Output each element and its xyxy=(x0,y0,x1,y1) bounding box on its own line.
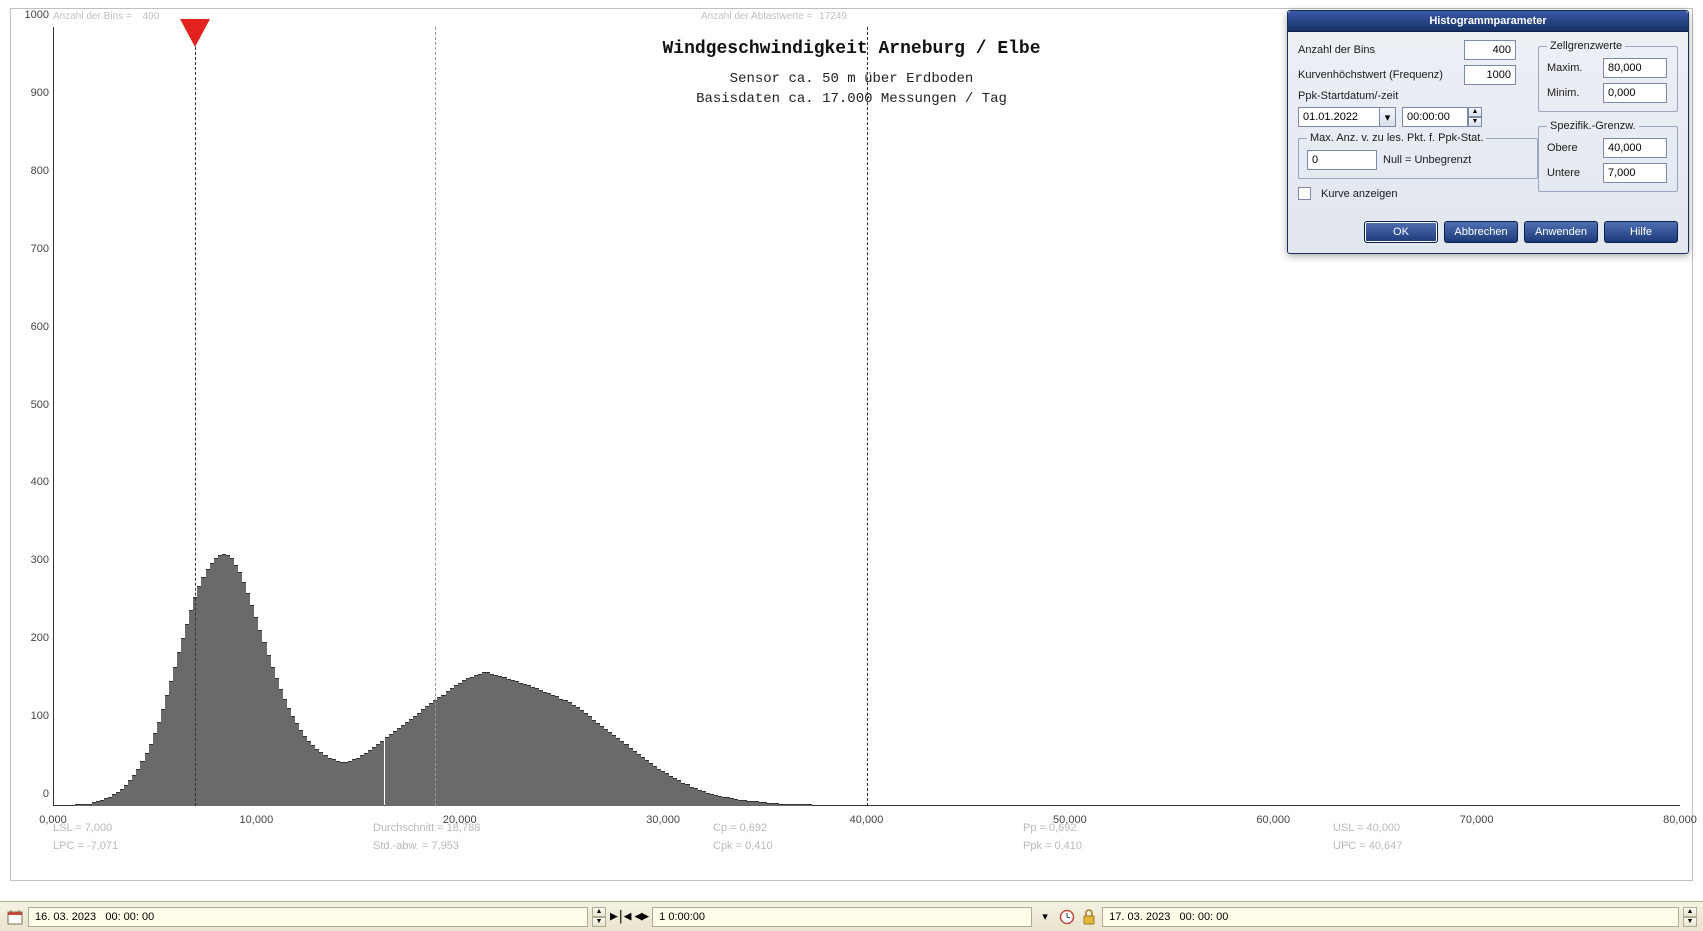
top-bins-label-text: Anzahl der Bins = xyxy=(53,11,132,22)
end-datetime-input[interactable] xyxy=(1102,907,1679,927)
lock-icon[interactable] xyxy=(1080,908,1098,926)
cell-max-label: Maxim. xyxy=(1547,62,1597,74)
y-tick: 900 xyxy=(15,87,49,99)
top-samples-label: Anzahl der Abtastwerte = 17249 xyxy=(701,11,847,22)
start-datetime-input[interactable] xyxy=(28,907,588,927)
show-curve-label: Kurve anzeigen xyxy=(1321,188,1397,200)
calendar-icon[interactable] xyxy=(6,908,24,926)
top-bins-value: 400 xyxy=(142,11,159,22)
stat-mean: Durchschnitt = 18,788 xyxy=(373,822,480,834)
histogram-bar xyxy=(844,805,848,806)
top-samples-value: 17249 xyxy=(819,11,847,22)
y-tick: 1000 xyxy=(15,9,49,21)
stat-usl: USL = 40,000 xyxy=(1333,822,1400,834)
cell-max-input[interactable] xyxy=(1603,58,1667,78)
ppk-time-up[interactable]: ▲ xyxy=(1468,107,1482,117)
spec-upper-label: Obere xyxy=(1547,142,1597,154)
y-tick: 800 xyxy=(15,165,49,177)
spec-lower-label: Untere xyxy=(1547,167,1597,179)
curve-max-input[interactable] xyxy=(1464,65,1516,85)
histogram-params-dialog: Histogrammparameter Anzahl der Bins Kurv… xyxy=(1287,10,1689,254)
stat-std: Std.-abw. = 7,953 xyxy=(373,840,459,852)
step-prev[interactable]: ◀▶ xyxy=(634,909,648,924)
y-tick: 300 xyxy=(15,554,49,566)
span-input[interactable] xyxy=(652,907,1032,927)
ppk-date-input[interactable] xyxy=(1298,107,1380,127)
help-button[interactable]: Hilfe xyxy=(1604,221,1678,243)
apply-button[interactable]: Anwenden xyxy=(1524,221,1598,243)
cell-limits-legend: Zellgrenzwerte xyxy=(1547,40,1625,52)
stats-row: LSL = 7,000 LPC = -7,071 Durchschnitt = … xyxy=(53,822,1680,862)
maxpts-legend: Max. Anz. v. zu les. Pkt. f. Ppk-Stat. xyxy=(1307,132,1486,144)
y-tick: 600 xyxy=(15,321,49,333)
cancel-button[interactable]: Abbrechen xyxy=(1444,221,1518,243)
cell-min-label: Minim. xyxy=(1547,87,1597,99)
top-bins-label: Anzahl der Bins = 400 xyxy=(53,11,159,22)
step-first[interactable]: ▶|◀ xyxy=(610,909,630,924)
vertical-reference-line xyxy=(195,27,196,806)
spec-limits-legend: Spezifik.-Grenzw. xyxy=(1547,120,1639,132)
span-dropdown[interactable]: ▾ xyxy=(1036,908,1054,926)
bins-count-label: Anzahl der Bins xyxy=(1298,44,1458,56)
stat-upc: UPC = 40,647 xyxy=(1333,840,1402,852)
stat-pp: Pp = 0,692 xyxy=(1023,822,1077,834)
lsl-marker-icon xyxy=(180,19,210,47)
y-tick: 400 xyxy=(15,476,49,488)
ppk-time-input[interactable] xyxy=(1402,107,1468,127)
ppk-time-down[interactable]: ▼ xyxy=(1468,117,1482,127)
spec-lower-input[interactable] xyxy=(1603,163,1667,183)
y-tick: 700 xyxy=(15,243,49,255)
dialog-title[interactable]: Histogrammparameter xyxy=(1288,11,1688,32)
ppk-date-dropdown[interactable]: ▾ xyxy=(1380,107,1396,127)
spec-upper-input[interactable] xyxy=(1603,138,1667,158)
curve-max-label: Kurvenhöchstwert (Frequenz) xyxy=(1298,69,1458,81)
y-tick: 100 xyxy=(15,710,49,722)
vertical-reference-line xyxy=(867,27,868,806)
start-down[interactable]: ▼ xyxy=(592,917,606,927)
clock-icon[interactable] xyxy=(1058,908,1076,926)
stat-lpc: LPC = -7,071 xyxy=(53,840,118,852)
cell-min-input[interactable] xyxy=(1603,83,1667,103)
end-up[interactable]: ▲ xyxy=(1683,907,1697,917)
end-down[interactable]: ▼ xyxy=(1683,917,1697,927)
y-tick: 0 xyxy=(15,788,49,800)
y-tick: 500 xyxy=(15,399,49,411)
vertical-reference-line xyxy=(435,27,436,806)
stat-cpk: Cpk = 0,410 xyxy=(713,840,773,852)
stat-lsl: LSL = 7,000 xyxy=(53,822,112,834)
time-toolbar: ▲ ▼ ▶|◀ ◀▶ ▾ ▲ ▼ xyxy=(0,901,1703,931)
ok-button[interactable]: OK xyxy=(1364,221,1438,243)
top-samples-label-text: Anzahl der Abtastwerte = xyxy=(701,11,812,22)
maxpts-input[interactable] xyxy=(1307,150,1377,170)
stat-ppk: Ppk = 0,410 xyxy=(1023,840,1082,852)
maxpts-hint: Null = Unbegrenzt xyxy=(1383,154,1471,166)
start-up[interactable]: ▲ xyxy=(592,907,606,917)
stat-cp: Cp = 0,692 xyxy=(713,822,767,834)
show-curve-checkbox[interactable] xyxy=(1298,187,1311,200)
bins-count-input[interactable] xyxy=(1464,40,1516,60)
ppk-start-label: Ppk-Startdatum/-zeit xyxy=(1298,90,1398,102)
y-tick: 200 xyxy=(15,632,49,644)
